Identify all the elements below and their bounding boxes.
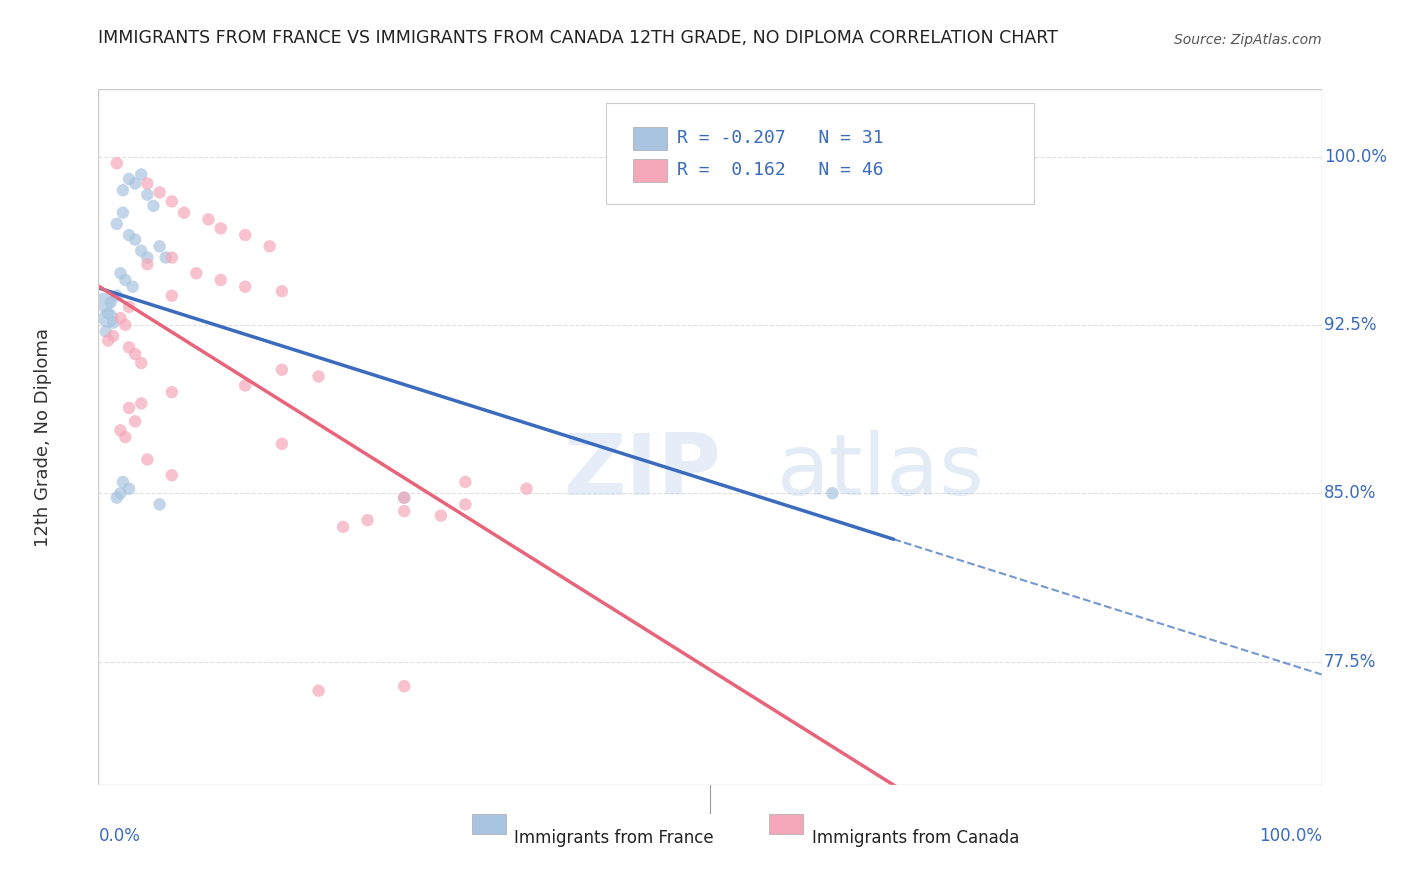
Point xyxy=(136,177,159,191)
Point xyxy=(233,279,256,293)
FancyBboxPatch shape xyxy=(633,160,668,182)
Point xyxy=(160,251,183,265)
Point xyxy=(270,437,294,451)
Point xyxy=(129,168,152,182)
Point xyxy=(209,273,232,287)
Point xyxy=(160,385,183,400)
Point xyxy=(118,401,141,415)
Point xyxy=(454,475,477,489)
Point xyxy=(332,520,354,534)
Point xyxy=(821,486,844,500)
Point xyxy=(160,194,183,209)
Point xyxy=(392,504,416,518)
Point xyxy=(110,486,132,500)
Point xyxy=(121,279,143,293)
Text: Immigrants from France: Immigrants from France xyxy=(515,829,714,847)
Point xyxy=(173,205,195,219)
Point xyxy=(149,186,172,200)
Point xyxy=(160,468,183,483)
Point xyxy=(124,233,146,247)
Point xyxy=(105,217,128,231)
Point xyxy=(142,199,165,213)
Point xyxy=(111,183,134,197)
Point xyxy=(392,491,416,505)
Point xyxy=(114,273,136,287)
Text: 85.0%: 85.0% xyxy=(1324,484,1376,502)
Point xyxy=(118,340,141,354)
Point xyxy=(93,295,115,310)
Point xyxy=(197,212,219,227)
Point xyxy=(160,288,183,302)
Point xyxy=(454,497,477,511)
Point xyxy=(124,177,146,191)
Point xyxy=(124,414,146,428)
Point xyxy=(94,325,117,339)
Text: 100.0%: 100.0% xyxy=(1324,147,1388,166)
Point xyxy=(233,378,256,392)
Point xyxy=(111,205,134,219)
Point xyxy=(136,257,159,271)
Point xyxy=(233,228,256,243)
Point xyxy=(149,239,172,253)
Point xyxy=(97,307,120,321)
Point xyxy=(136,452,159,467)
Point xyxy=(136,251,159,265)
Text: 12th Grade, No Diploma: 12th Grade, No Diploma xyxy=(34,327,52,547)
Point xyxy=(209,221,232,235)
FancyBboxPatch shape xyxy=(769,814,803,834)
Point xyxy=(110,311,132,326)
Text: 92.5%: 92.5% xyxy=(1324,316,1376,334)
Point xyxy=(136,187,159,202)
Text: 100.0%: 100.0% xyxy=(1258,827,1322,845)
Text: 77.5%: 77.5% xyxy=(1324,653,1376,671)
Point xyxy=(308,369,330,384)
Point xyxy=(118,228,141,243)
Point xyxy=(129,244,152,258)
Point xyxy=(124,347,146,361)
Point xyxy=(101,329,124,343)
Point xyxy=(356,513,378,527)
Text: 0.0%: 0.0% xyxy=(98,827,141,845)
Point xyxy=(515,482,537,496)
FancyBboxPatch shape xyxy=(606,103,1035,204)
Text: Source: ZipAtlas.com: Source: ZipAtlas.com xyxy=(1174,34,1322,47)
Point xyxy=(110,423,132,437)
FancyBboxPatch shape xyxy=(471,814,506,834)
Point xyxy=(270,363,294,377)
Point xyxy=(155,251,177,265)
Text: Immigrants from Canada: Immigrants from Canada xyxy=(811,829,1019,847)
Point xyxy=(105,156,128,170)
Text: ZIP: ZIP xyxy=(564,430,721,514)
Text: R = -0.207   N = 31: R = -0.207 N = 31 xyxy=(678,128,883,147)
Point xyxy=(308,683,330,698)
Point xyxy=(118,300,141,314)
Text: IMMIGRANTS FROM FRANCE VS IMMIGRANTS FROM CANADA 12TH GRADE, NO DIPLOMA CORRELAT: IMMIGRANTS FROM FRANCE VS IMMIGRANTS FRO… xyxy=(98,29,1059,47)
Point xyxy=(110,266,132,280)
Point xyxy=(114,318,136,332)
Text: atlas: atlas xyxy=(778,430,986,514)
Point xyxy=(100,295,122,310)
Point xyxy=(186,266,208,280)
Point xyxy=(97,311,120,326)
Point xyxy=(118,482,141,496)
Point xyxy=(129,396,152,410)
Text: R =  0.162   N = 46: R = 0.162 N = 46 xyxy=(678,161,883,179)
Point xyxy=(101,316,124,330)
Point xyxy=(129,356,152,370)
Point xyxy=(105,288,128,302)
Point xyxy=(270,284,294,298)
Point xyxy=(392,491,416,505)
Point xyxy=(149,497,172,511)
Point xyxy=(118,172,141,186)
Point xyxy=(114,430,136,444)
Point xyxy=(105,491,128,505)
FancyBboxPatch shape xyxy=(633,128,668,150)
Point xyxy=(97,334,120,348)
Point xyxy=(259,239,281,253)
Point xyxy=(111,475,134,489)
Point xyxy=(430,508,453,523)
Point xyxy=(392,679,416,693)
